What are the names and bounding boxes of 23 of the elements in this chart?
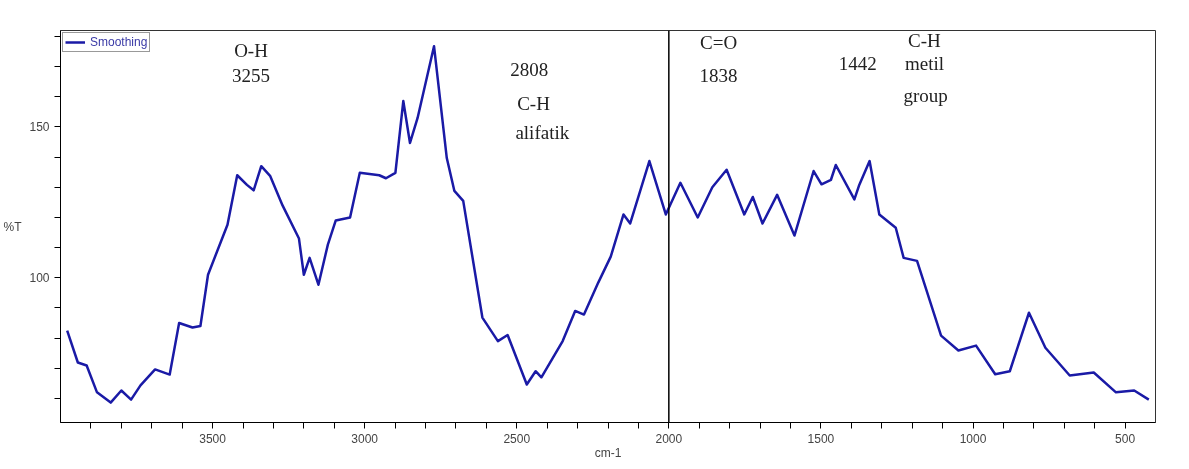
annotation: C=O — [700, 31, 738, 53]
y-axis-title: %T — [3, 219, 23, 234]
x-tick-label: 500 — [1115, 431, 1136, 446]
y-tick-label: 150 — [29, 120, 50, 135]
y-tick-label: 100 — [29, 271, 50, 286]
x-tick-label: 3500 — [199, 431, 227, 446]
annotation: C-H — [517, 92, 551, 114]
x-tick-label: 3000 — [351, 431, 379, 446]
annotation: C-H — [908, 29, 942, 51]
annotation: alifatik — [515, 121, 570, 143]
annotation: O-H — [234, 39, 269, 61]
legend-label: Smoothing — [90, 35, 148, 49]
annotation: 2808 — [510, 59, 549, 81]
annotation: 3255 — [232, 65, 271, 87]
annotation: metil — [904, 53, 944, 75]
annotation: 1838 — [699, 65, 738, 87]
x-axis-title: cm-1 — [594, 445, 622, 460]
annotation: group — [903, 84, 948, 106]
x-tick-label: 2000 — [655, 431, 683, 446]
x-tick-label: 1500 — [807, 431, 835, 446]
x-tick-label: 1000 — [959, 431, 987, 446]
x-tick-label: 2500 — [503, 431, 531, 446]
annotation: 1442 — [838, 53, 877, 75]
